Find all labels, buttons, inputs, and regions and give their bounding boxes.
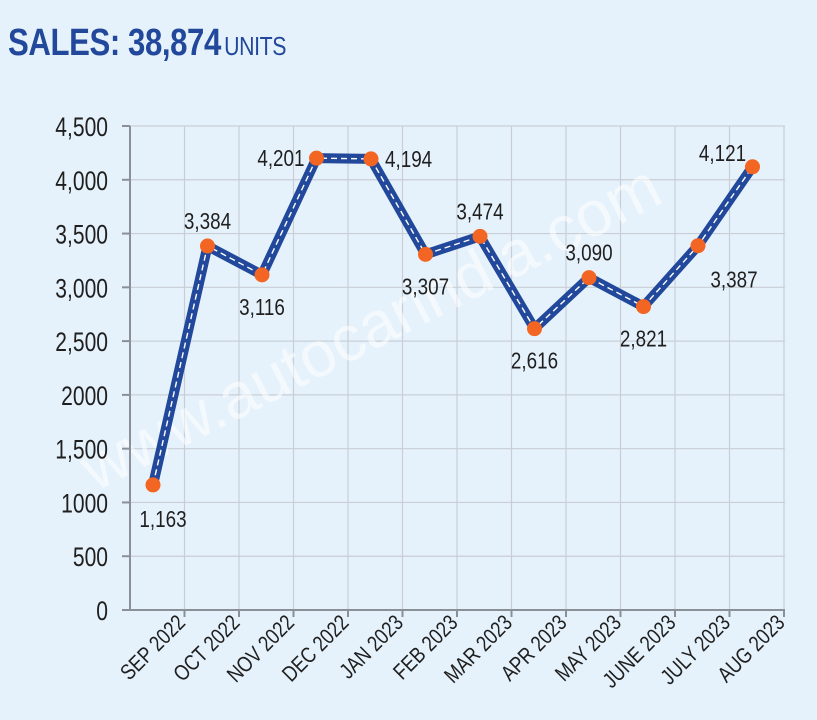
chart-title: SALES: 38,874 UNITS <box>8 22 287 65</box>
data-label: 4,121 <box>699 141 746 166</box>
series-line <box>148 153 757 487</box>
y-tick-label: 4,000 <box>55 166 108 196</box>
chart-title-main: SALES: 38,874 <box>8 22 221 64</box>
data-point <box>636 299 651 315</box>
y-tick-label: 500 <box>73 543 108 573</box>
data-label: 1,163 <box>139 507 186 532</box>
data-label: 3,116 <box>239 295 285 320</box>
y-tick-label: 4,500 <box>55 113 108 143</box>
grid <box>130 125 785 610</box>
data-label: 2,616 <box>511 349 558 374</box>
y-tick-label: 2,500 <box>55 328 108 358</box>
data-labels: 1,163 3,384 3,116 4,201 4,194 3,307 3,474 2,616… <box>139 141 757 532</box>
data-point <box>309 150 324 166</box>
data-point <box>581 270 597 286</box>
y-tick-label: 3,500 <box>55 220 108 250</box>
y-tick-label: 3,000 <box>55 274 108 304</box>
data-point <box>145 477 161 493</box>
data-point <box>472 228 488 244</box>
data-point <box>527 321 542 337</box>
data-point <box>363 151 379 167</box>
data-point <box>254 267 270 283</box>
chart-title-unit: UNITS <box>224 31 287 61</box>
data-points <box>145 150 760 493</box>
y-tick-label: 0 <box>96 597 108 627</box>
series-line-dash <box>152 157 754 486</box>
data-label: 3,307 <box>402 275 449 300</box>
data-point <box>200 238 215 254</box>
data-label: 4,194 <box>385 147 432 172</box>
data-label: 3,090 <box>565 241 612 266</box>
y-axis-ticks: 0 500 1000 1,500 2000 2,500 3,000 3,500 4,000 4,5… <box>55 113 130 627</box>
data-label: 2,821 <box>620 327 667 352</box>
y-tick-label: 2000 <box>61 381 108 411</box>
data-label: 4,201 <box>257 146 304 171</box>
data-point <box>690 238 706 254</box>
data-point <box>745 159 760 175</box>
data-label: 3,387 <box>710 268 757 293</box>
data-label: 3,474 <box>456 200 503 225</box>
y-tick-label: 1000 <box>61 489 108 519</box>
data-point <box>418 246 433 262</box>
data-label: 3,384 <box>184 209 231 234</box>
y-tick-label: 1,500 <box>55 435 108 465</box>
